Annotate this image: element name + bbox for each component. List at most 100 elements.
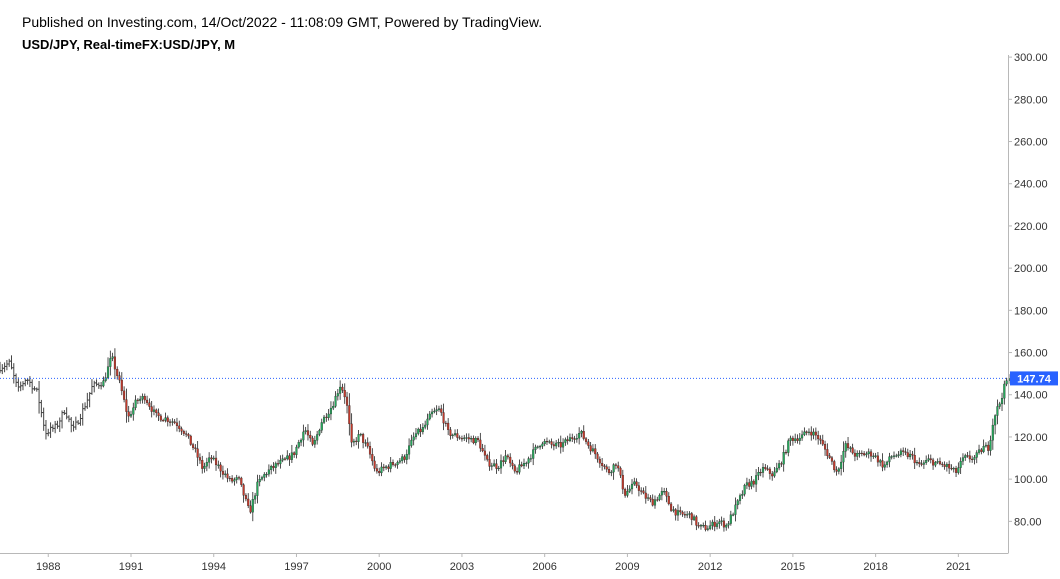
candle	[789, 435, 792, 446]
candle	[587, 438, 590, 449]
candle	[518, 459, 521, 475]
candle	[932, 457, 935, 470]
y-tick-label: 200.00	[1014, 263, 1048, 275]
candle	[539, 444, 542, 450]
candle	[125, 388, 128, 423]
candle	[837, 467, 840, 475]
candle	[764, 464, 767, 471]
candle	[332, 401, 335, 411]
candle	[869, 449, 873, 462]
candle	[129, 410, 133, 418]
candle	[198, 453, 201, 464]
y-tick-label: 220.00	[1014, 221, 1048, 233]
candle	[584, 436, 588, 445]
candle	[529, 454, 532, 463]
candle	[380, 462, 383, 477]
candle	[290, 444, 293, 463]
candle	[693, 514, 696, 522]
candle	[286, 450, 289, 461]
candle	[251, 491, 254, 522]
candle	[143, 393, 146, 404]
candle	[169, 419, 172, 427]
candle	[435, 405, 438, 416]
candle	[106, 357, 110, 380]
candle	[1005, 377, 1008, 387]
y-tick-label: 300.00	[1014, 52, 1048, 64]
candle	[300, 438, 303, 447]
candle	[412, 432, 415, 446]
y-tick-label: 160.00	[1014, 348, 1048, 360]
candle	[853, 449, 856, 462]
candle	[483, 444, 486, 461]
candle	[695, 515, 698, 531]
candle	[686, 511, 689, 519]
candle	[1003, 380, 1006, 405]
candle	[872, 452, 875, 459]
candle	[426, 413, 429, 430]
candle	[867, 448, 870, 459]
candle	[201, 455, 204, 474]
candle	[826, 443, 829, 460]
candle	[318, 428, 321, 437]
candle	[221, 465, 224, 480]
candle	[164, 412, 167, 423]
candle	[155, 408, 158, 418]
candle	[522, 458, 526, 469]
y-tick-label: 140.00	[1014, 390, 1048, 402]
candle	[895, 453, 898, 458]
candle	[366, 437, 369, 449]
candle	[605, 464, 608, 473]
candle	[210, 454, 213, 464]
candle	[237, 475, 241, 481]
candle	[44, 420, 48, 440]
candle	[555, 439, 558, 449]
candle	[904, 447, 907, 456]
candle	[472, 435, 475, 445]
x-tick-label: 1994	[201, 561, 225, 573]
candle	[642, 487, 645, 495]
candle	[545, 437, 549, 446]
candle	[980, 447, 983, 455]
candle	[467, 433, 470, 444]
candle	[456, 429, 459, 441]
candle	[189, 434, 192, 446]
candle	[803, 427, 806, 437]
candle	[741, 490, 744, 500]
candle	[37, 380, 41, 414]
candle	[231, 475, 234, 484]
candle	[697, 522, 700, 529]
x-tick-label: 1991	[119, 561, 143, 573]
candle	[601, 458, 604, 471]
candle	[447, 418, 450, 436]
candle	[109, 350, 112, 376]
candle	[497, 465, 500, 472]
candle	[134, 395, 137, 411]
candle	[771, 470, 774, 481]
candle	[396, 460, 399, 469]
candle	[192, 442, 195, 451]
candle	[493, 459, 496, 468]
candle	[357, 429, 360, 449]
y-tick-label: 260.00	[1014, 137, 1048, 149]
candle	[720, 516, 723, 526]
candle	[925, 455, 928, 465]
candle	[99, 382, 103, 390]
candle	[552, 441, 555, 451]
candle	[846, 436, 850, 451]
candle	[557, 438, 560, 448]
candle	[888, 452, 891, 468]
candle	[334, 391, 337, 408]
candle	[42, 407, 46, 431]
candle	[309, 430, 312, 442]
candle	[598, 456, 601, 468]
candle	[414, 427, 418, 440]
candle	[791, 435, 794, 446]
candle	[387, 464, 390, 473]
candle	[596, 452, 599, 463]
candle	[681, 510, 684, 517]
candle	[782, 445, 785, 472]
candle	[173, 419, 176, 425]
candles-group	[0, 348, 1010, 532]
candle	[58, 417, 62, 432]
